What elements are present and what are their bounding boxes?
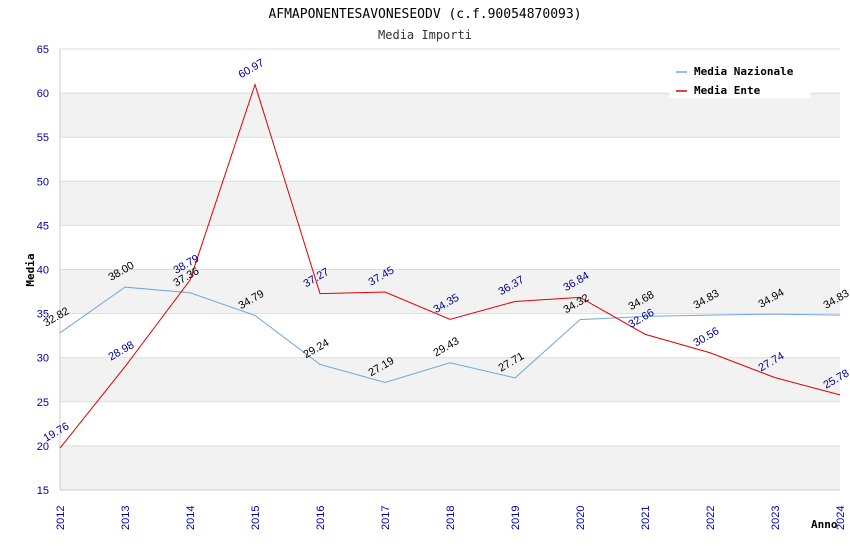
data-label-media-ente: 19.76	[42, 420, 72, 444]
legend-label-media-ente: Media Ente	[694, 84, 761, 97]
x-tick-label: 2015	[250, 506, 262, 530]
series-line-media-nazionale	[59, 286, 841, 384]
series-lines	[59, 82, 841, 449]
legend: Media Nazionale Media Ente	[670, 60, 810, 98]
series-line-media-ente	[59, 82, 841, 449]
y-tick-label: 20	[37, 441, 49, 453]
y-tick-label: 30	[37, 353, 49, 365]
legend-label-media-nazionale: Media Nazionale	[694, 65, 794, 78]
x-tick-label: 2012	[55, 506, 67, 530]
y-tick-label: 65	[37, 44, 49, 56]
chart-subtitle: Media Importi	[378, 28, 472, 42]
grid-band	[60, 93, 840, 138]
y-tick-label: 35	[37, 309, 49, 321]
y-tick-label: 15	[37, 485, 49, 497]
data-label-media-nazionale: 29.43	[432, 335, 462, 359]
legend-box	[670, 60, 810, 98]
x-tick-label: 2019	[510, 506, 522, 530]
x-tick-label: 2020	[575, 506, 587, 530]
y-tick-label: 45	[37, 220, 49, 232]
chart-title: AFMAPONENTESAVONESEODV (c.f.90054870093)	[268, 7, 581, 22]
x-axis-label: Anno	[811, 518, 838, 531]
data-label-media-ente: 30.56	[692, 325, 722, 349]
x-tick-label: 2023	[770, 506, 782, 530]
x-tick-label: 2022	[705, 506, 717, 530]
y-tick-label: 40	[37, 265, 49, 277]
grid-lines	[60, 48, 840, 491]
y-tick-label: 60	[37, 88, 49, 100]
x-tick-label: 2016	[315, 506, 327, 530]
grid-band	[60, 445, 840, 490]
x-tick-label: 2013	[120, 506, 132, 530]
x-tick-label: 2018	[445, 506, 457, 530]
y-tick-label: 55	[37, 132, 49, 144]
x-tick-label: 2014	[185, 506, 197, 530]
y-tick-label: 25	[37, 397, 49, 409]
y-tick-labels: 15 20 25 30 35 40 45 50 55 60 65	[37, 44, 49, 497]
x-tick-label: 2024	[835, 506, 847, 530]
y-axis-label: Media	[24, 253, 37, 286]
x-tick-label: 2017	[380, 506, 392, 530]
grid-band	[60, 269, 840, 314]
x-tick-label: 2021	[640, 506, 652, 530]
grid-bands	[60, 93, 840, 490]
x-tick-labels: 2012 2013 2014 2015 2016 2017 2018 2019 2020 2021…	[55, 506, 847, 530]
y-tick-label: 50	[37, 176, 49, 188]
grid-band	[60, 357, 840, 402]
grid-band	[60, 181, 840, 226]
data-label-media-ente: 60.97	[237, 57, 267, 81]
